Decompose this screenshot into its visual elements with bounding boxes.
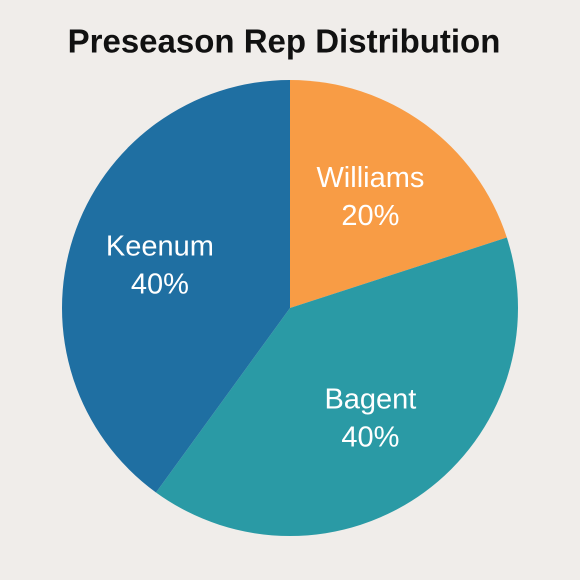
- pie-slice: [155, 237, 518, 536]
- slice-value-label: 20%: [341, 200, 399, 232]
- slice-name: Keenum: [106, 230, 214, 262]
- chart-title: Preseason Rep Distribution: [68, 23, 501, 60]
- pie-slice: [290, 80, 507, 308]
- slice-value-label: 40%: [131, 268, 189, 300]
- slice-name: Bagent: [324, 383, 416, 415]
- pie-slice: [62, 80, 290, 493]
- slice-value-label: 40%: [341, 421, 399, 453]
- slice-name: Williams: [316, 162, 424, 194]
